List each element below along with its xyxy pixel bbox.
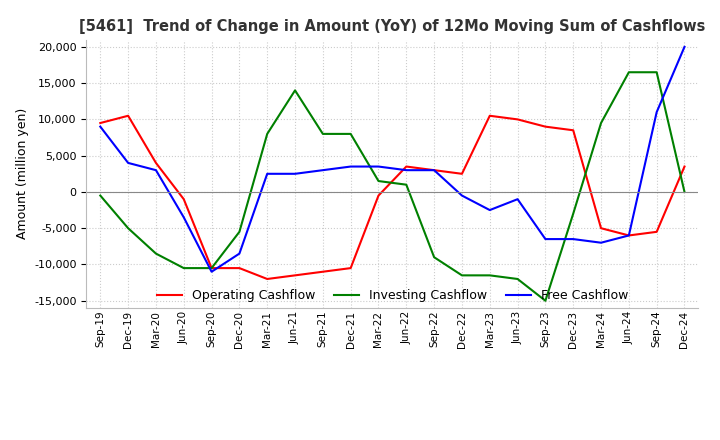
Free Cashflow [430, 168, 438, 173]
Free Cashflow [458, 193, 467, 198]
Operating Cashflow [291, 273, 300, 278]
Investing Cashflow [346, 131, 355, 136]
Investing Cashflow [513, 276, 522, 282]
Investing Cashflow [179, 265, 188, 271]
Line: Operating Cashflow: Operating Cashflow [100, 116, 685, 279]
Operating Cashflow [680, 164, 689, 169]
Free Cashflow [624, 233, 633, 238]
Investing Cashflow [569, 211, 577, 216]
Operating Cashflow [207, 265, 216, 271]
Operating Cashflow [485, 113, 494, 118]
Free Cashflow [346, 164, 355, 169]
Operating Cashflow [513, 117, 522, 122]
Operating Cashflow [541, 124, 550, 129]
Investing Cashflow [652, 70, 661, 75]
Investing Cashflow [207, 265, 216, 271]
Free Cashflow [263, 171, 271, 176]
Operating Cashflow [346, 265, 355, 271]
Operating Cashflow [374, 193, 383, 198]
Investing Cashflow [263, 131, 271, 136]
Free Cashflow [485, 207, 494, 213]
Free Cashflow [235, 251, 243, 256]
Free Cashflow [680, 44, 689, 49]
Investing Cashflow [541, 298, 550, 304]
Operating Cashflow [624, 233, 633, 238]
Free Cashflow [597, 240, 606, 246]
Free Cashflow [207, 269, 216, 275]
Free Cashflow [569, 236, 577, 242]
Free Cashflow [152, 168, 161, 173]
Operating Cashflow [430, 168, 438, 173]
Free Cashflow [402, 168, 410, 173]
Investing Cashflow [402, 182, 410, 187]
Operating Cashflow [318, 269, 327, 275]
Investing Cashflow [291, 88, 300, 93]
Investing Cashflow [318, 131, 327, 136]
Operating Cashflow [179, 197, 188, 202]
Free Cashflow [513, 197, 522, 202]
Operating Cashflow [263, 276, 271, 282]
Operating Cashflow [235, 265, 243, 271]
Investing Cashflow [485, 273, 494, 278]
Investing Cashflow [680, 189, 689, 194]
Free Cashflow [318, 168, 327, 173]
Investing Cashflow [430, 255, 438, 260]
Y-axis label: Amount (million yen): Amount (million yen) [16, 108, 29, 239]
Free Cashflow [96, 124, 104, 129]
Free Cashflow [124, 160, 132, 165]
Operating Cashflow [152, 160, 161, 165]
Investing Cashflow [374, 178, 383, 183]
Operating Cashflow [458, 171, 467, 176]
Free Cashflow [374, 164, 383, 169]
Legend: Operating Cashflow, Investing Cashflow, Free Cashflow: Operating Cashflow, Investing Cashflow, … [152, 284, 633, 307]
Investing Cashflow [235, 229, 243, 235]
Operating Cashflow [402, 164, 410, 169]
Investing Cashflow [152, 251, 161, 256]
Line: Free Cashflow: Free Cashflow [100, 47, 685, 272]
Line: Investing Cashflow: Investing Cashflow [100, 72, 685, 301]
Operating Cashflow [569, 128, 577, 133]
Title: [5461]  Trend of Change in Amount (YoY) of 12Mo Moving Sum of Cashflows: [5461] Trend of Change in Amount (YoY) o… [79, 19, 706, 34]
Free Cashflow [652, 110, 661, 115]
Investing Cashflow [458, 273, 467, 278]
Free Cashflow [179, 215, 188, 220]
Free Cashflow [291, 171, 300, 176]
Investing Cashflow [597, 121, 606, 126]
Operating Cashflow [124, 113, 132, 118]
Investing Cashflow [124, 226, 132, 231]
Investing Cashflow [96, 193, 104, 198]
Operating Cashflow [652, 229, 661, 235]
Investing Cashflow [624, 70, 633, 75]
Operating Cashflow [597, 226, 606, 231]
Free Cashflow [541, 236, 550, 242]
Operating Cashflow [96, 121, 104, 126]
